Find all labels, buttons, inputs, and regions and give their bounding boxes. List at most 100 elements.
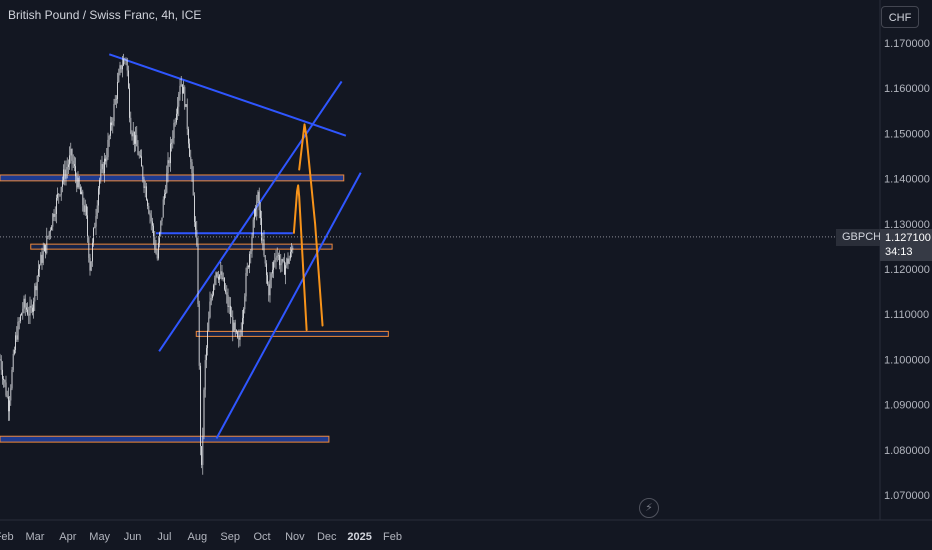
trendlines bbox=[108, 53, 362, 439]
candle-body bbox=[132, 131, 134, 137]
candle-body bbox=[160, 221, 162, 233]
price-tick-label: 1.120000 bbox=[884, 264, 930, 276]
candle-body bbox=[71, 149, 73, 161]
candlestick-series bbox=[0, 53, 294, 475]
candle-body bbox=[90, 261, 92, 271]
candle-body bbox=[5, 382, 7, 396]
candle-body bbox=[230, 305, 231, 317]
time-tick-label: Sep bbox=[220, 531, 240, 543]
candle-body bbox=[8, 396, 9, 412]
candle-body bbox=[248, 266, 249, 268]
candle-body bbox=[40, 254, 42, 266]
candle-body bbox=[196, 229, 198, 245]
symbol-label: GBPCHF bbox=[836, 229, 894, 246]
candle-body bbox=[179, 85, 181, 95]
candle-body bbox=[54, 213, 56, 217]
candle-body bbox=[214, 278, 216, 286]
candle-body bbox=[188, 129, 189, 144]
candle-body bbox=[170, 143, 171, 164]
candle-body bbox=[30, 305, 32, 308]
candle-body bbox=[237, 331, 238, 338]
candle-body bbox=[146, 186, 147, 201]
zone-4 bbox=[0, 435, 330, 443]
candle-body bbox=[35, 285, 37, 291]
chart-title: British Pound / Swiss Franc, 4h, ICE bbox=[8, 8, 202, 22]
candle-body bbox=[183, 87, 184, 94]
candle-body bbox=[154, 237, 156, 249]
candle-body bbox=[228, 305, 230, 307]
candle-body bbox=[269, 279, 271, 296]
candle-body bbox=[213, 285, 214, 295]
candle-body bbox=[224, 277, 225, 290]
candle-body bbox=[21, 313, 22, 316]
candle-body bbox=[258, 191, 260, 211]
price-tick-label: 1.150000 bbox=[884, 128, 930, 140]
candle-body bbox=[278, 255, 279, 256]
candle-body bbox=[203, 389, 205, 436]
candle-body bbox=[89, 257, 91, 271]
candle-body bbox=[222, 277, 224, 280]
candle-body bbox=[290, 251, 291, 259]
candle-body bbox=[162, 199, 164, 218]
candle-body bbox=[129, 88, 130, 118]
candle-body bbox=[66, 167, 68, 170]
trendline-3 bbox=[215, 172, 362, 439]
candle-body bbox=[78, 177, 80, 188]
candle-body bbox=[83, 205, 85, 212]
trendline-1 bbox=[108, 53, 347, 137]
candle-body bbox=[116, 98, 117, 100]
candle-body bbox=[33, 301, 34, 312]
lightning-icon[interactable]: ⚡︎ bbox=[639, 498, 659, 518]
candle-body bbox=[215, 272, 217, 279]
time-tick-label: Feb bbox=[383, 531, 402, 543]
candle-body bbox=[34, 285, 36, 302]
candle-body bbox=[76, 176, 78, 188]
candle-body bbox=[117, 81, 118, 99]
candle-body bbox=[124, 59, 126, 60]
candle-body bbox=[52, 213, 54, 227]
candle-body bbox=[99, 179, 100, 189]
candle-body bbox=[182, 84, 183, 94]
candle-body bbox=[262, 239, 264, 241]
time-tick-label: 2025 bbox=[347, 531, 371, 543]
candle-body bbox=[164, 193, 165, 200]
candle-body bbox=[142, 166, 144, 180]
candle-body bbox=[274, 260, 276, 263]
candle-body bbox=[190, 156, 192, 163]
candle-body bbox=[92, 242, 93, 262]
candle-body bbox=[72, 160, 74, 165]
candle-body bbox=[143, 179, 145, 189]
candle-body bbox=[58, 193, 60, 195]
time-axis[interactable]: Feb Mar Apr May Jun Jul Aug Sep Oct Nov Dec 2025 Feb bbox=[0, 531, 402, 543]
candle-body bbox=[200, 365, 201, 447]
candle-body bbox=[158, 242, 159, 259]
candle-body bbox=[171, 142, 172, 144]
candle-body bbox=[44, 244, 45, 252]
candle-body bbox=[24, 298, 26, 308]
candle-body bbox=[201, 446, 202, 465]
candle-body bbox=[112, 121, 114, 126]
price-axis[interactable]: 1.170000 1.160000 1.150000 1.140000 1.130000… bbox=[884, 38, 930, 502]
candle-body bbox=[95, 216, 97, 227]
candle-body bbox=[22, 308, 24, 314]
candle-body bbox=[84, 205, 86, 212]
candle-body bbox=[10, 388, 12, 401]
time-tick-label: Apr bbox=[59, 531, 76, 543]
candle-body bbox=[87, 215, 88, 238]
candle-body bbox=[218, 276, 219, 280]
candle-body bbox=[136, 135, 138, 147]
price-tick-label: 1.170000 bbox=[884, 38, 930, 50]
candle-body bbox=[242, 318, 243, 330]
candle-body bbox=[12, 353, 14, 370]
currency-button[interactable]: CHF bbox=[881, 6, 919, 28]
candle-body bbox=[147, 200, 148, 207]
candle-body bbox=[134, 131, 135, 144]
candle-body bbox=[106, 157, 108, 162]
candle-body bbox=[93, 228, 94, 243]
candle-body bbox=[176, 113, 177, 123]
candle-body bbox=[57, 193, 58, 198]
candle-body bbox=[185, 104, 187, 107]
candle-body bbox=[118, 72, 120, 82]
candle-body bbox=[108, 135, 110, 140]
